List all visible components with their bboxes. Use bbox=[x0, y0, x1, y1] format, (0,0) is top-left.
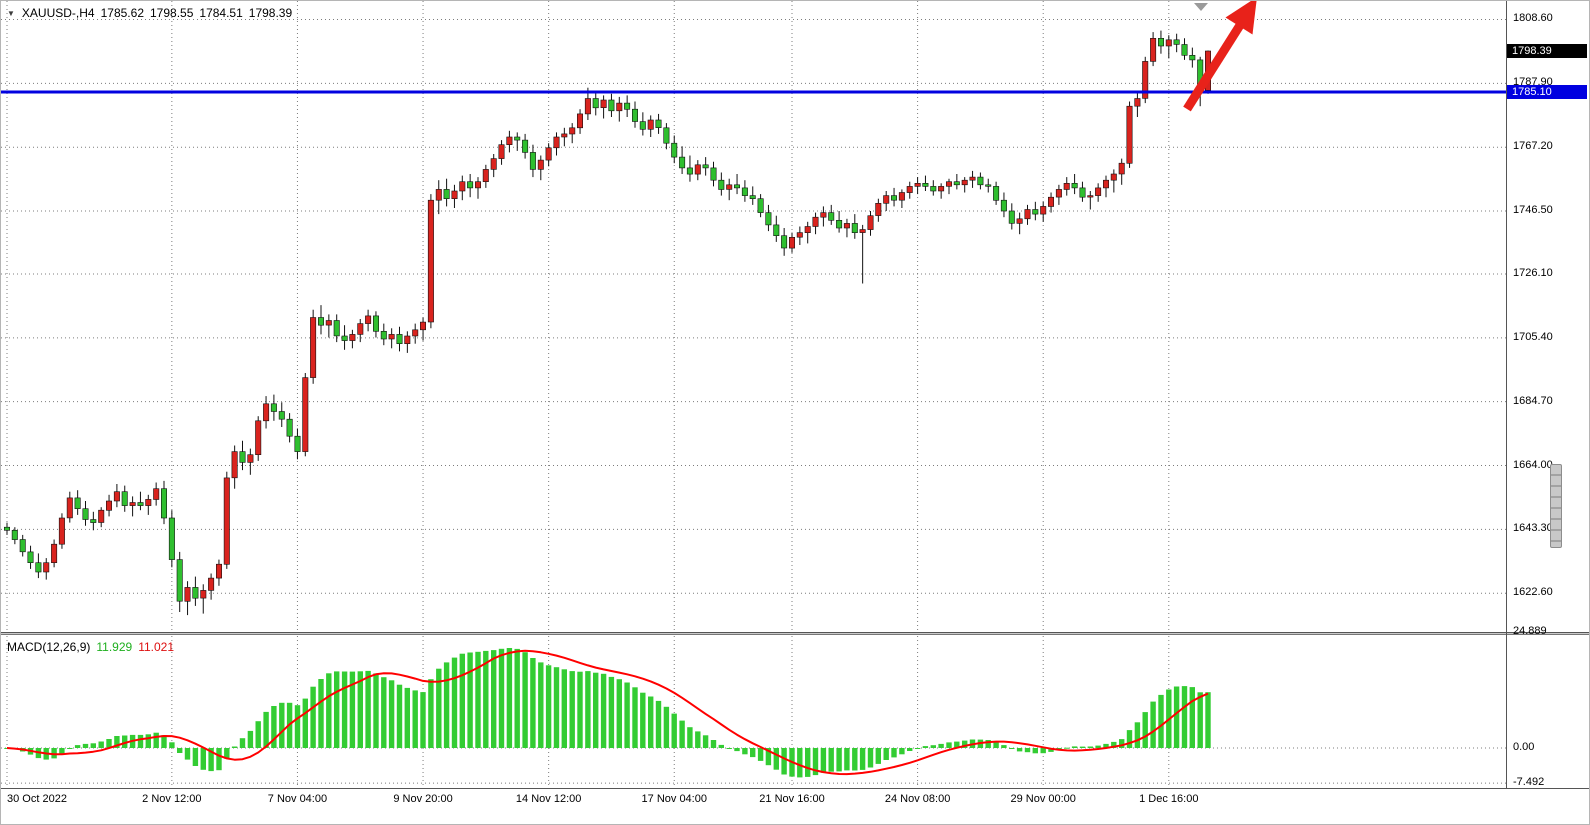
price-axis-label: 1746.50 bbox=[1513, 204, 1553, 217]
time-axis-label: 17 Nov 04:00 bbox=[641, 793, 707, 805]
symbol-period-label: XAUUSD-,H4 bbox=[21, 6, 95, 20]
macd-signal-value: 11.021 bbox=[138, 640, 174, 654]
current-price-label: 1798.39 bbox=[1507, 43, 1587, 58]
price-axis-label: 1705.40 bbox=[1513, 330, 1553, 343]
macd-name: MACD(12,26,9) bbox=[7, 640, 91, 654]
time-axis-label: 1 Dec 16:00 bbox=[1139, 793, 1199, 805]
price-axis-label: 1684.70 bbox=[1513, 394, 1553, 407]
time-axis-label: 14 Nov 12:00 bbox=[515, 793, 582, 805]
price-axis-label: 1767.20 bbox=[1513, 140, 1553, 153]
price-axis-label: 1726.10 bbox=[1513, 266, 1553, 279]
macd-signal-line bbox=[6, 649, 1209, 776]
price-axis-separator bbox=[1506, 1, 1507, 788]
price-axis-label: 1664.00 bbox=[1513, 458, 1553, 471]
time-axis-separator bbox=[1, 788, 1589, 789]
chart-splitter[interactable] bbox=[1, 632, 1589, 635]
time-axis-label: 29 Nov 00:00 bbox=[1010, 793, 1076, 805]
high-value: 1798.55 bbox=[150, 6, 194, 20]
collapse-triangle-icon[interactable]: ▼ bbox=[7, 8, 15, 18]
macd-axis-label: -7.492 bbox=[1513, 776, 1545, 789]
up-arrow-annotation[interactable] bbox=[1183, 1, 1257, 112]
time-axis-label: 21 Nov 16:00 bbox=[759, 793, 825, 805]
macd-axis-label: 0.00 bbox=[1513, 741, 1535, 753]
price-axis-label: 1643.30 bbox=[1513, 522, 1553, 535]
chart-header: ▼ XAUUSD-,H4 1785.62 1798.55 1784.51 179… bbox=[7, 6, 292, 20]
macd-grid bbox=[1, 636, 1506, 788]
main-grid bbox=[1, 1, 1506, 633]
close-value: 1798.39 bbox=[248, 6, 293, 20]
macd-indicator-label: MACD(12,26,9) 11.929 11.021 bbox=[7, 640, 174, 654]
macd-histogram bbox=[4, 648, 1211, 778]
hline-price-label: 1785.10 bbox=[1507, 84, 1587, 99]
object-anchor-icon bbox=[1194, 3, 1208, 11]
time-axis-label: 24 Nov 08:00 bbox=[884, 793, 951, 805]
low-value: 1784.51 bbox=[199, 6, 243, 20]
macd-panel-canvas[interactable] bbox=[1, 636, 1506, 788]
time-axis-label: 9 Nov 20:00 bbox=[393, 793, 453, 805]
scrollbar-thumb[interactable] bbox=[1550, 464, 1562, 548]
time-axis-label: 30 Oct 2022 bbox=[7, 793, 67, 805]
macd-axis-label: 24.889 bbox=[1513, 624, 1547, 637]
price-axis-label: 1622.60 bbox=[1513, 586, 1553, 599]
time-axis-label: 2 Nov 12:00 bbox=[142, 793, 202, 805]
price-chart-canvas[interactable] bbox=[1, 1, 1506, 633]
time-axis-label: 7 Nov 04:00 bbox=[267, 793, 328, 805]
open-value: 1785.62 bbox=[100, 6, 144, 20]
price-axis-label: 1808.60 bbox=[1513, 12, 1553, 25]
macd-main-value: 11.929 bbox=[96, 640, 133, 654]
horizontal-line-object[interactable] bbox=[1, 90, 1506, 94]
candlesticks bbox=[3, 30, 1212, 616]
